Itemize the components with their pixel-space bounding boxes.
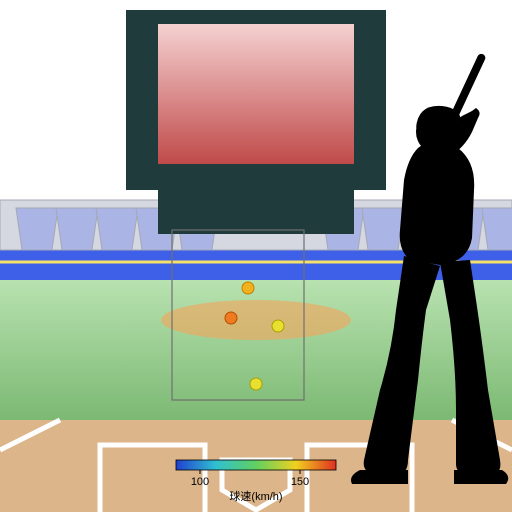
scoreboard-stem [158,190,354,234]
legend-colorbar [176,460,336,470]
svg-text:150: 150 [291,476,309,488]
legend-label: 球速(km/h) [229,489,282,503]
pitch-chart: 100 150 球速(km/h) [0,0,512,512]
pitchers-mound [161,300,351,340]
scoreboard-screen [158,24,354,164]
svg-text:100: 100 [191,476,209,488]
